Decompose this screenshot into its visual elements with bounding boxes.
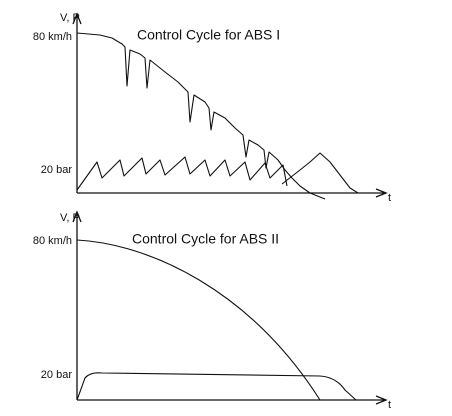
y-label: 20 bar [41,164,73,176]
y-label: 80 km/h [33,235,72,247]
pressure-curve [76,156,288,191]
speed-curve [76,239,321,401]
x-axis-label: t [388,399,391,411]
y-axis-label: V, P [60,212,80,224]
chart-abs-1: V, P t 80 km/h 20 bar Control Cycle for … [33,12,391,204]
y-axis-label: V, P [60,12,80,24]
pressure-curve-end [281,152,384,194]
axes [72,12,388,198]
axes [72,210,388,405]
y-label: 20 bar [41,369,73,381]
chart-abs-2: V, P t 80 km/h 20 bar Control Cycle for … [33,210,391,411]
x-axis-label: t [388,192,391,204]
speed-curve [76,32,326,200]
y-label: 80 km/h [33,31,72,43]
chart-title: Control Cycle for ABS I [137,27,280,43]
chart-title: Control Cycle for ABS II [132,231,279,247]
pressure-curve [76,372,357,401]
